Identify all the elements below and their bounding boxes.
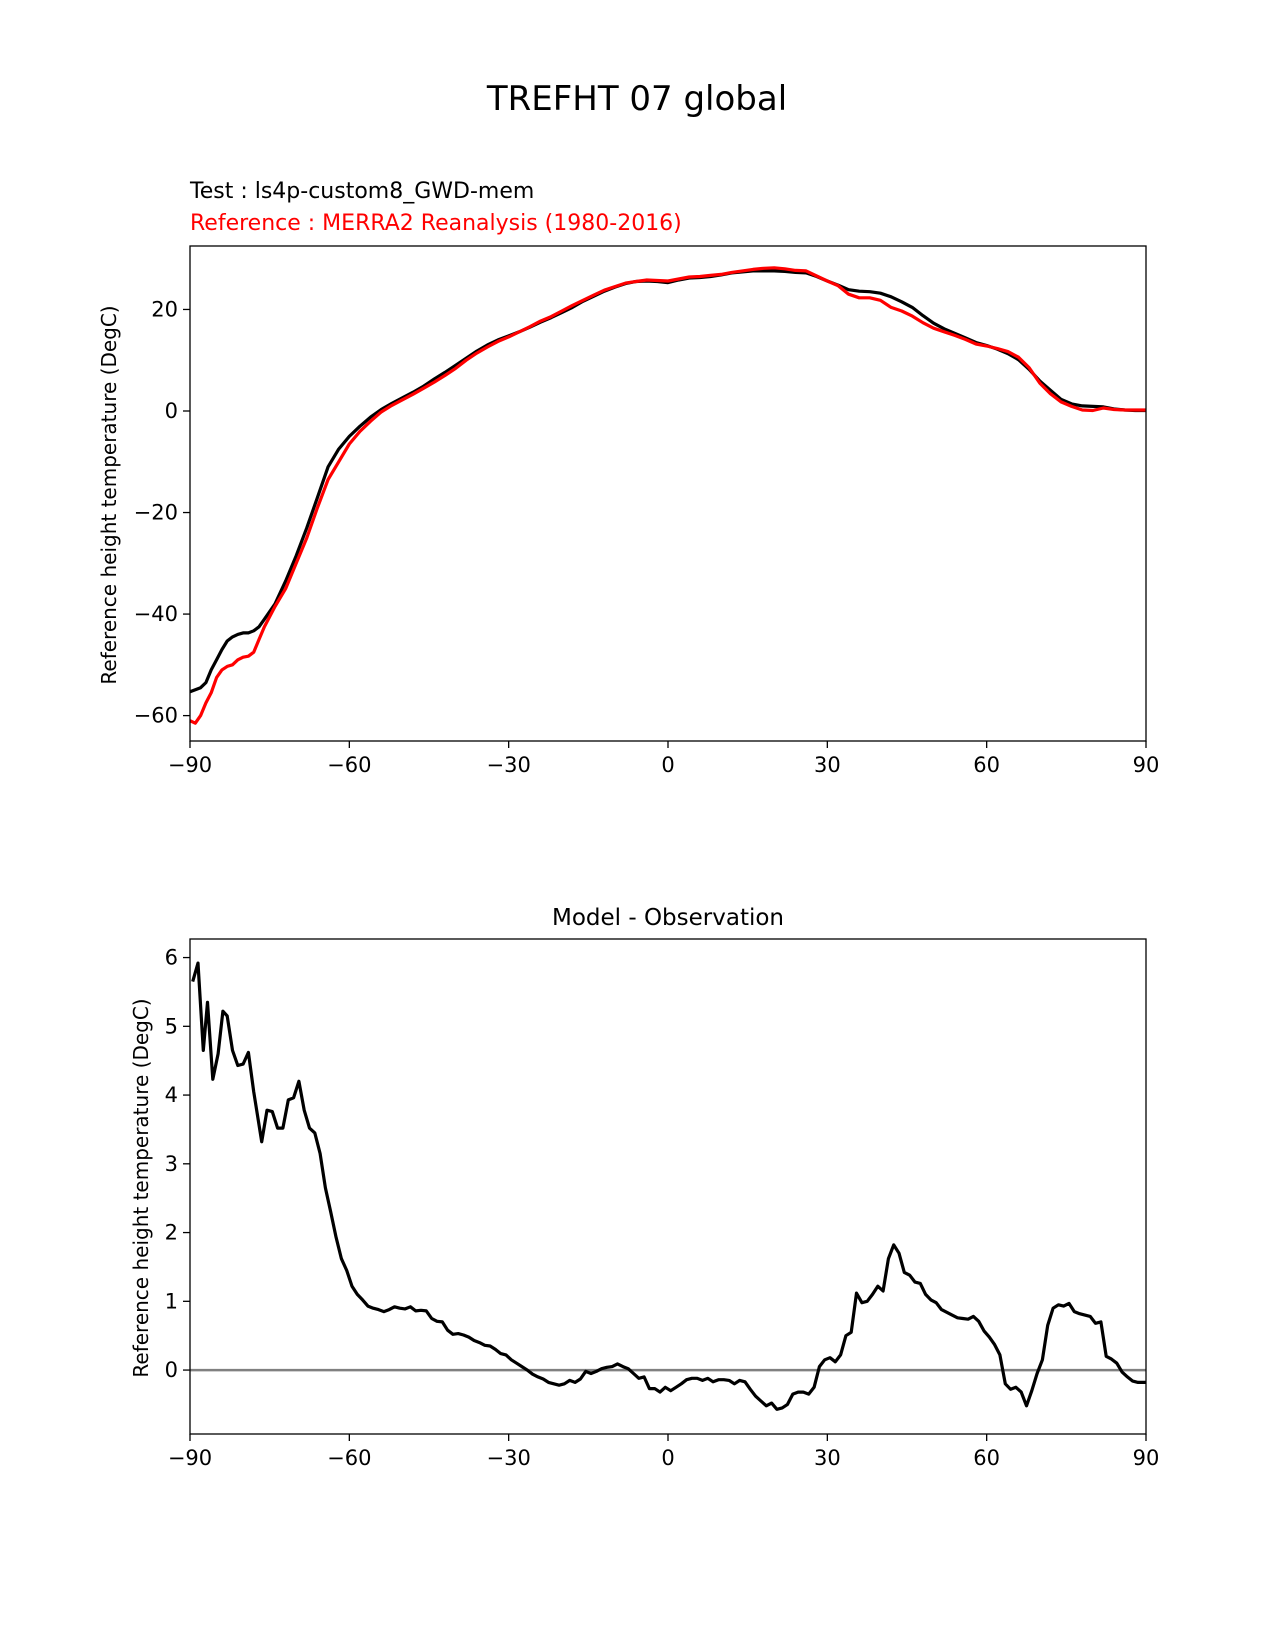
bottom-ytick-label: 1	[165, 1289, 178, 1313]
top-ytick-label: 0	[165, 399, 178, 423]
bottom-ytick-label: 5	[165, 1014, 178, 1038]
bottom-series-group	[190, 961, 1146, 1411]
bottom-xtick-label: 30	[814, 1446, 841, 1470]
bottom-xtick-label: −90	[168, 1446, 212, 1470]
bottom-y-axis: 0 1 2 3 4 5 6	[165, 946, 190, 1382]
bottom-ytick-label: 3	[165, 1152, 178, 1176]
top-xtick-label: 30	[814, 753, 841, 777]
top-series-group	[189, 266, 1146, 725]
top-ylabel: Reference height temperature (DegC)	[97, 305, 121, 684]
top-ytick-label: −40	[134, 602, 178, 626]
bottom-ytick-label: 4	[165, 1083, 178, 1107]
top-panel: Test : ls4p-custom8_GWD-mem Reference : …	[97, 179, 1159, 777]
bottom-ytick-label: 6	[165, 946, 178, 970]
top-xtick-label: 90	[1133, 753, 1160, 777]
bottom-xtick-label: −60	[327, 1446, 371, 1470]
top-x-axis: −90 −60 −30 0 30 60 90	[168, 741, 1160, 777]
bottom-panel: Model - Observation Reference height tem…	[129, 905, 1159, 1470]
top-xtick-label: −30	[487, 753, 531, 777]
top-y-axis: −60 −40 −20 0 20	[134, 297, 190, 728]
top-xtick-label: 0	[661, 753, 674, 777]
bottom-series-line-0	[191, 961, 1146, 1411]
top-series-line-1	[189, 266, 1146, 725]
bottom-xtick-label: 60	[973, 1446, 1000, 1470]
top-plot-frame	[189, 245, 1147, 742]
reference-label: Reference : MERRA2 Reanalysis (1980-2016…	[190, 211, 682, 236]
bottom-title: Model - Observation	[552, 905, 784, 931]
bottom-xtick-label: 90	[1133, 1446, 1160, 1470]
bottom-xtick-label: 0	[661, 1446, 674, 1470]
top-ytick-label: 20	[151, 297, 178, 321]
figure-title: TREFHT 07 global	[486, 79, 787, 119]
bottom-ytick-label: 2	[165, 1221, 178, 1245]
top-xtick-label: −60	[327, 753, 371, 777]
top-ytick-label: −20	[134, 501, 178, 525]
bottom-plot-frame	[189, 938, 1147, 1435]
top-ytick-label: −60	[134, 704, 178, 728]
top-xtick-label: −90	[168, 753, 212, 777]
bottom-x-axis: −90 −60 −30 0 30 60 90	[168, 1434, 1160, 1470]
top-xtick-label: 60	[973, 753, 1000, 777]
bottom-ylabel: Reference height temperature (DegC)	[129, 998, 153, 1377]
bottom-ytick-label: 0	[165, 1358, 178, 1382]
bottom-xtick-label: −30	[487, 1446, 531, 1470]
test-label: Test : ls4p-custom8_GWD-mem	[189, 179, 534, 204]
